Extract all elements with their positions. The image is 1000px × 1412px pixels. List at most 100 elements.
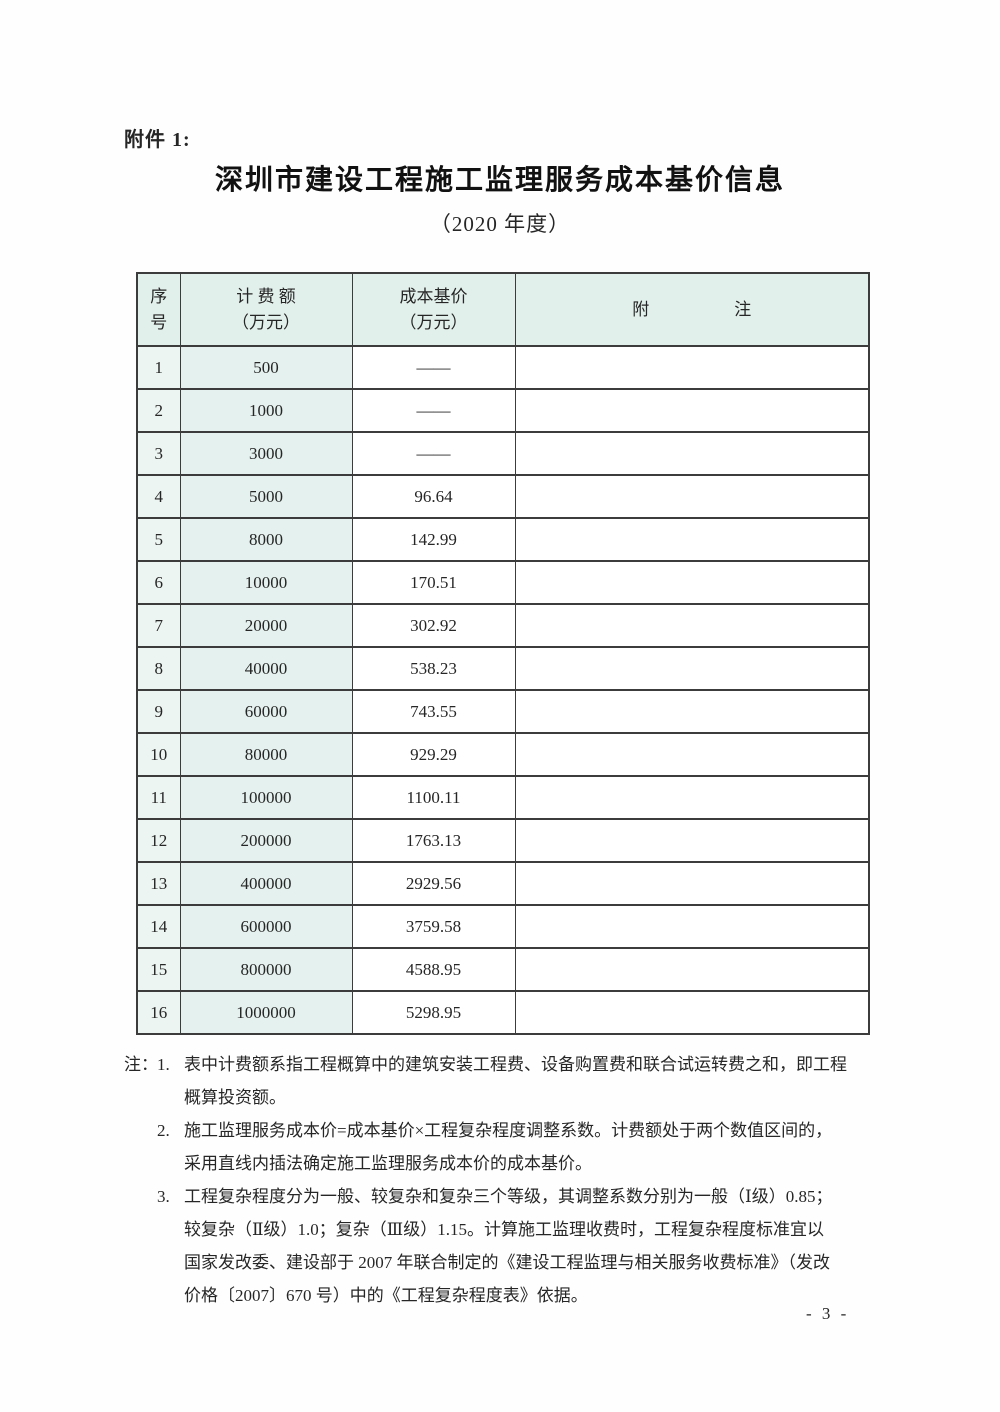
row-seq-cell: 12 <box>136 818 181 863</box>
footnote-item: 1. 表中计费额系指工程概算中的建筑安装工程费、设备购置费和联合试运转费之和，即… <box>157 1048 879 1114</box>
row-fee-cell: 100000 <box>179 775 353 820</box>
page-number: - 3 - <box>806 1304 850 1323</box>
header-remark-label: 附 注 <box>632 299 752 319</box>
row-seq-cell: 5 <box>136 517 181 562</box>
table-row: 8 40000 538.23 <box>136 646 870 691</box>
footnote-number: 2. <box>157 1121 170 1140</box>
row-price-cell: 4588.95 <box>351 947 516 992</box>
row-seq-cell: 14 <box>136 904 181 949</box>
row-fee-cell: 8000 <box>179 517 353 562</box>
footnote-item: 3. 工程复杂程度分为一般、较复杂和复杂三个等级，其调整系数分别为一般（Ⅰ级）0… <box>157 1180 879 1312</box>
row-remark-cell <box>514 947 870 992</box>
footnotes-prefix: 注： <box>124 1055 158 1074</box>
row-price-cell: 1100.11 <box>351 775 516 820</box>
cost-base-price-table: 序 号 计 费 额 （万元） 成本基价 （万元） 附 注 1 500 —— <box>136 272 870 1035</box>
table-row: 1 500 —— <box>136 345 870 390</box>
table-row: 7 20000 302.92 <box>136 603 870 648</box>
header-seq-line1: 序 <box>150 287 168 306</box>
row-remark-cell <box>514 603 870 648</box>
footnote-text: 施工监理服务成本价=成本基价×工程复杂程度调整系数。计费额处于两个数值区间的， … <box>184 1121 833 1173</box>
row-price-cell: 2929.56 <box>351 861 516 906</box>
table-row: 12 200000 1763.13 <box>136 818 870 863</box>
row-remark-cell <box>514 990 870 1035</box>
table-row: 4 5000 96.64 <box>136 474 870 519</box>
row-price-cell: 743.55 <box>351 689 516 734</box>
row-fee-cell: 3000 <box>179 431 353 476</box>
row-price-cell: 3759.58 <box>351 904 516 949</box>
footnotes-list: 1. 表中计费额系指工程概算中的建筑安装工程费、设备购置费和联合试运转费之和，即… <box>157 1048 879 1312</box>
row-price-cell: 929.29 <box>351 732 516 777</box>
row-seq-cell: 1 <box>136 345 181 390</box>
row-price-cell: —— <box>351 345 516 390</box>
row-fee-cell: 1000 <box>179 388 353 433</box>
row-remark-cell <box>514 818 870 863</box>
header-base-price: 成本基价 （万元） <box>351 272 516 347</box>
row-fee-cell: 60000 <box>179 689 353 734</box>
row-fee-cell: 40000 <box>179 646 353 691</box>
table-header-row: 序 号 计 费 额 （万元） 成本基价 （万元） 附 注 <box>136 272 870 347</box>
table-row: 11 100000 1100.11 <box>136 775 870 820</box>
footnote-text: 工程复杂程度分为一般、较复杂和复杂三个等级，其调整系数分别为一般（Ⅰ级）0.85… <box>184 1187 833 1305</box>
row-remark-cell <box>514 689 870 734</box>
header-seq-line2: 号 <box>150 312 168 332</box>
header-price-line1: 成本基价 <box>399 287 468 306</box>
table-row: 15 800000 4588.95 <box>136 947 870 992</box>
row-remark-cell <box>514 517 870 562</box>
row-remark-cell <box>514 560 870 605</box>
header-fee-amount: 计 费 额 （万元） <box>179 272 353 347</box>
row-seq-cell: 16 <box>136 990 181 1035</box>
row-fee-cell: 600000 <box>179 904 353 949</box>
row-seq-cell: 8 <box>136 646 181 691</box>
row-fee-cell: 10000 <box>179 560 353 605</box>
row-price-cell: —— <box>351 431 516 476</box>
footnotes: 注： 1. 表中计费额系指工程概算中的建筑安装工程费、设备购置费和联合试运转费之… <box>124 1048 879 1312</box>
row-remark-cell <box>514 431 870 476</box>
row-price-cell: 302.92 <box>351 603 516 648</box>
page-subtitle: （2020 年度） <box>429 212 571 236</box>
row-seq-cell: 11 <box>136 775 181 820</box>
footnote-item: 2. 施工监理服务成本价=成本基价×工程复杂程度调整系数。计费额处于两个数值区间… <box>157 1114 879 1180</box>
row-remark-cell <box>514 861 870 906</box>
table-row: 9 60000 743.55 <box>136 689 870 734</box>
row-seq-cell: 4 <box>136 474 181 519</box>
row-fee-cell: 400000 <box>179 861 353 906</box>
row-price-cell: 538.23 <box>351 646 516 691</box>
row-remark-cell <box>514 904 870 949</box>
page-title: 深圳市建设工程施工监理服务成本基价信息 <box>214 165 785 196</box>
row-remark-cell <box>514 474 870 519</box>
row-seq-cell: 7 <box>136 603 181 648</box>
header-fee-line2: （万元） <box>232 312 300 332</box>
header-remark: 附 注 <box>514 272 870 347</box>
table-row: 13 400000 2929.56 <box>136 861 870 906</box>
row-seq-cell: 10 <box>136 732 181 777</box>
table-header: 序 号 计 费 额 （万元） 成本基价 （万元） 附 注 <box>136 272 870 347</box>
row-fee-cell: 5000 <box>179 474 353 519</box>
row-price-cell: —— <box>351 388 516 433</box>
table-row: 6 10000 170.51 <box>136 560 870 605</box>
header-fee-line1: 计 费 额 <box>236 287 296 306</box>
row-price-cell: 5298.95 <box>351 990 516 1035</box>
row-fee-cell: 800000 <box>179 947 353 992</box>
table-row: 5 8000 142.99 <box>136 517 870 562</box>
row-remark-cell <box>514 388 870 433</box>
table-body: 1 500 —— 2 1000 —— 3 3000 —— 4 5000 96.6… <box>136 345 870 1035</box>
attachment-label: 附件 1: <box>124 129 191 151</box>
row-seq-cell: 3 <box>136 431 181 476</box>
row-price-cell: 1763.13 <box>351 818 516 863</box>
row-price-cell: 96.64 <box>351 474 516 519</box>
header-seq-no: 序 号 <box>136 272 181 347</box>
row-price-cell: 142.99 <box>351 517 516 562</box>
row-seq-cell: 2 <box>136 388 181 433</box>
row-fee-cell: 500 <box>179 345 353 390</box>
row-seq-cell: 13 <box>136 861 181 906</box>
header-price-line2: （万元） <box>399 312 468 332</box>
row-remark-cell <box>514 345 870 390</box>
row-price-cell: 170.51 <box>351 560 516 605</box>
row-seq-cell: 6 <box>136 560 181 605</box>
footnote-text: 表中计费额系指工程概算中的建筑安装工程费、设备购置费和联合试运转费之和，即工程 … <box>184 1055 847 1107</box>
row-remark-cell <box>514 732 870 777</box>
table-row: 16 1000000 5298.95 <box>136 990 870 1035</box>
row-remark-cell <box>514 775 870 820</box>
table-row: 14 600000 3759.58 <box>136 904 870 949</box>
